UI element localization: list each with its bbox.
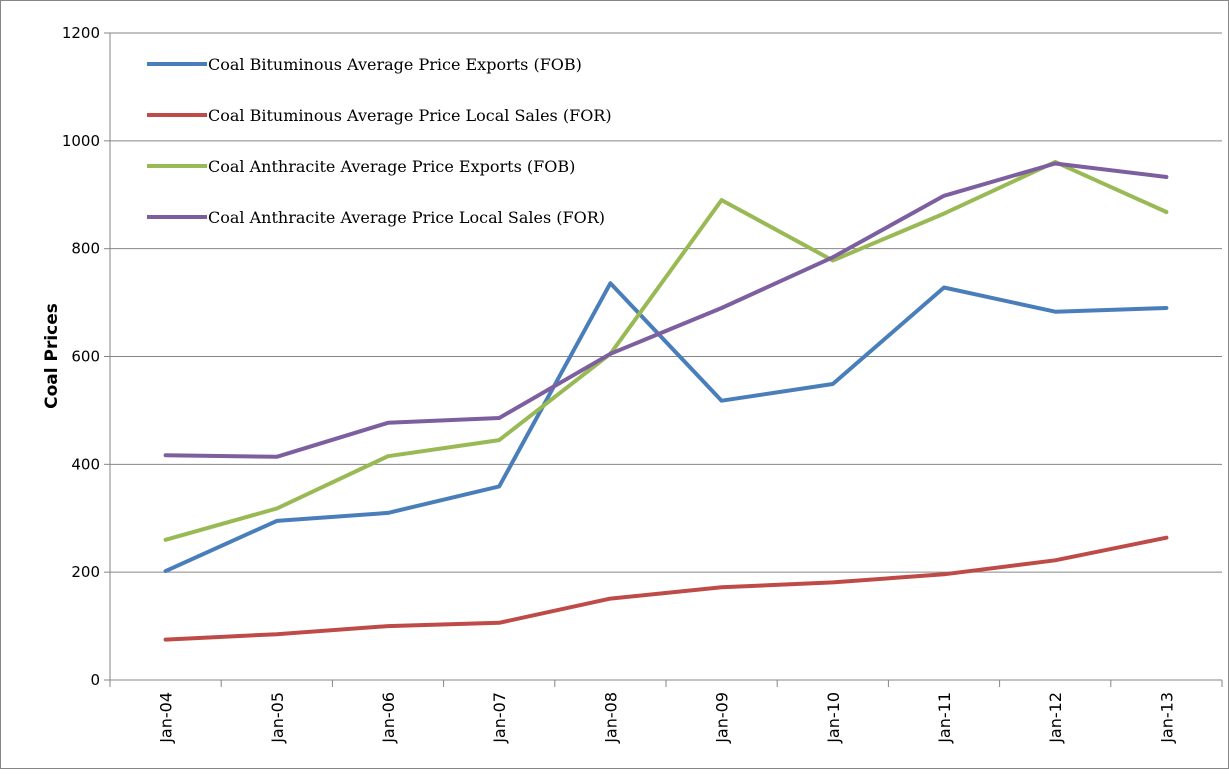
legend-label: Coal Anthracite Average Price Local Sale…: [208, 208, 605, 227]
y-tick-label: 800: [71, 240, 100, 258]
y-tick-label: 0: [90, 671, 100, 689]
y-tick-label: 600: [71, 348, 100, 366]
legend-label: Coal Anthracite Average Price Exports (F…: [208, 157, 575, 176]
gridlines: [110, 32, 1222, 573]
x-tick-label: Jan-04: [157, 692, 176, 744]
axes: 0 200 400 600 800 1000 1200 Jan-04 Jan-05 Jan-06 J…: [62, 24, 1223, 744]
y-tick-label: 1200: [62, 24, 100, 42]
x-tick-label: Jan-06: [379, 692, 398, 744]
x-tick-label: Jan-12: [1046, 692, 1065, 744]
y-tick-label: 200: [71, 563, 100, 581]
legend-label: Coal Bituminous Average Price Exports (F…: [208, 55, 582, 74]
x-tick-label: Jan-11: [935, 692, 954, 744]
legend: Coal Bituminous Average Price Exports (F…: [147, 55, 612, 227]
series-lines: [163, 159, 1169, 642]
y-tick-label: 1000: [62, 132, 100, 150]
x-tick-label: Jan-05: [268, 692, 287, 744]
x-tick-label: Jan-07: [490, 692, 509, 744]
x-tick-label: Jan-08: [601, 692, 620, 744]
x-tick-label: Jan-13: [1157, 692, 1176, 744]
y-tick-label: 400: [71, 455, 100, 473]
legend-label: Coal Bituminous Average Price Local Sale…: [208, 106, 612, 125]
x-tick-label: Jan-10: [824, 692, 843, 744]
series-line-4: [163, 161, 1169, 459]
series-line-1: [163, 281, 1169, 574]
series-line-3: [163, 159, 1169, 542]
series-line-2: [163, 535, 1169, 642]
x-tick-label: Jan-09: [713, 692, 732, 744]
y-axis-label: Coal Prices: [42, 303, 62, 409]
